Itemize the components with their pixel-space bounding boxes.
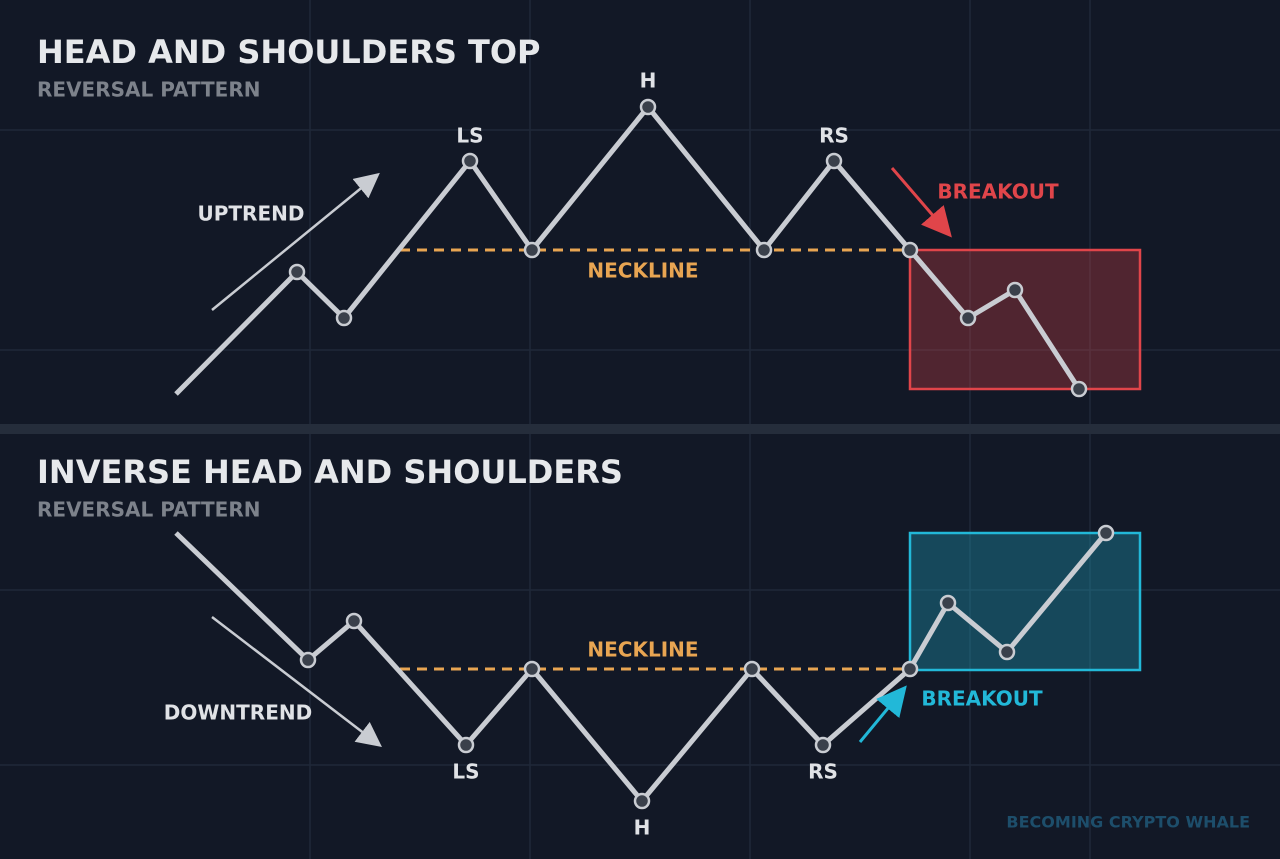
neckline-label: NECKLINE <box>587 638 698 662</box>
nodes <box>299 524 1115 810</box>
bottom-panel: INVERSE HEAD AND SHOULDERS REVERSAL PATT… <box>37 453 1142 840</box>
trend-arrow <box>211 616 382 748</box>
peak-label: H <box>634 816 651 840</box>
peak-label: LS <box>452 760 479 784</box>
top-panel: HEAD AND SHOULDERS TOP REVERSAL PATTERN … <box>37 33 1142 398</box>
trend-label: UPTREND <box>198 202 305 226</box>
breakout-zone <box>908 248 1142 391</box>
price-path <box>174 103 1082 396</box>
breakout-label: BREAKOUT <box>921 687 1043 711</box>
peak-label: RS <box>808 760 838 784</box>
nodes <box>288 98 1088 398</box>
footer: BECOMING CRYPTO WHALE <box>1006 813 1250 832</box>
price-path <box>174 531 1108 805</box>
title: HEAD AND SHOULDERS TOP <box>37 33 541 71</box>
breakout-arrow <box>890 167 952 238</box>
trend-label: DOWNTREND <box>164 701 312 725</box>
breakout-arrow <box>858 685 907 743</box>
peak-label: LS <box>456 124 483 148</box>
trend-arrow <box>211 172 380 311</box>
breakout-label: BREAKOUT <box>937 180 1059 204</box>
title: INVERSE HEAD AND SHOULDERS <box>37 453 623 491</box>
peak-label: RS <box>819 124 849 148</box>
neckline-label: NECKLINE <box>587 259 698 283</box>
subtitle: REVERSAL PATTERN <box>37 498 261 522</box>
peak-label: H <box>640 69 657 93</box>
subtitle: REVERSAL PATTERN <box>37 78 261 102</box>
